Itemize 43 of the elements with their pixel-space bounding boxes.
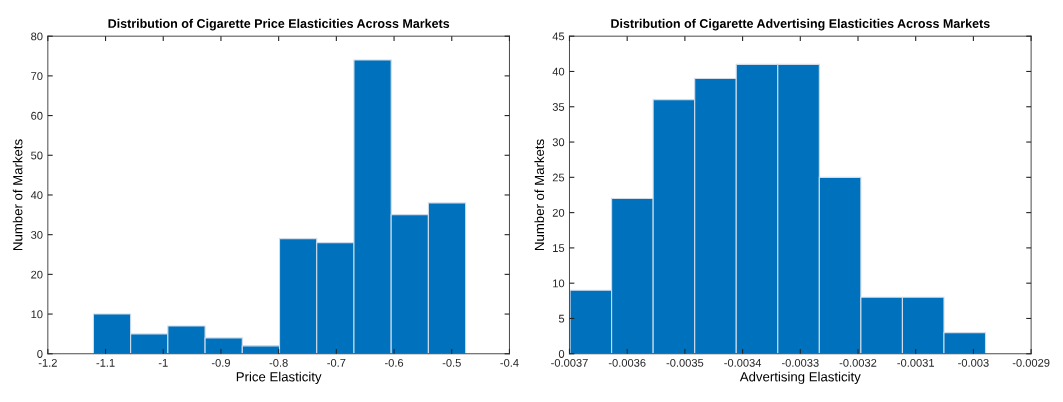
x-tick-label: -1.1 (96, 359, 115, 367)
x-tick-label: -1.2 (38, 358, 57, 367)
y-tick-label: 0 (37, 350, 43, 358)
y-tick-label: 20 (31, 270, 43, 279)
y-tick-label: 30 (552, 138, 565, 147)
y-tick-label: 30 (31, 230, 43, 239)
x-tick-label: -0.7 (327, 358, 346, 367)
x-tick-label: -1 (158, 359, 168, 367)
x-tick-label: -0.6 (384, 358, 404, 367)
x-tick-label: -0.0035 (666, 358, 704, 367)
y-tick-label: 80 (31, 32, 43, 41)
y-tick-label: 50 (31, 151, 43, 160)
y-tick-label: 5 (558, 314, 565, 323)
x-tick-label: -0.0029 (1012, 358, 1050, 367)
y-tick-label: 60 (31, 111, 43, 120)
y-tick-label: 20 (552, 208, 565, 217)
y-tick-label: 70 (31, 72, 43, 81)
x-tick-label: -0.8 (269, 358, 288, 367)
x-tick-label: -0.0034 (724, 358, 762, 367)
x-axis-title: Advertising Elasticity (739, 371, 861, 385)
y-tick-label: 35 (552, 103, 565, 111)
x-tick-label: -0.0031 (897, 358, 934, 367)
y-axis-title: Number of Markets (534, 139, 545, 250)
x-tick-label: -0.0036 (608, 358, 646, 367)
y-tick-label: 40 (30, 191, 43, 200)
y-tick-label: 40 (552, 67, 565, 76)
chart-title: Distribution of Cigarette Advertising Elasticities Across Markets (611, 18, 990, 31)
y-axis-title: Number of Markets (12, 139, 23, 250)
y-tick-label: 0 (558, 350, 565, 358)
y-tick-label: 45 (552, 32, 565, 41)
x-tick-label: -0.0037 (551, 358, 588, 367)
y-tick-label: 10 (553, 279, 565, 288)
x-axis-title: Price Elasticity (236, 371, 322, 385)
x-tick-label: -0.9 (211, 358, 230, 367)
y-tick-label: 15 (553, 244, 565, 253)
y-tick-label: 25 (552, 173, 565, 182)
x-tick-label: -0.5 (442, 358, 461, 367)
x-tick-label: -0.4 (500, 358, 519, 367)
y-tick-label: 10 (31, 310, 43, 319)
x-tick-label: -0.0033 (781, 358, 819, 367)
x-tick-label: -0.0032 (839, 358, 877, 367)
chart-title: Distribution of Cigarette Price Elasticities Across Markets (108, 18, 450, 31)
x-tick-label: -0.003 (958, 358, 989, 367)
